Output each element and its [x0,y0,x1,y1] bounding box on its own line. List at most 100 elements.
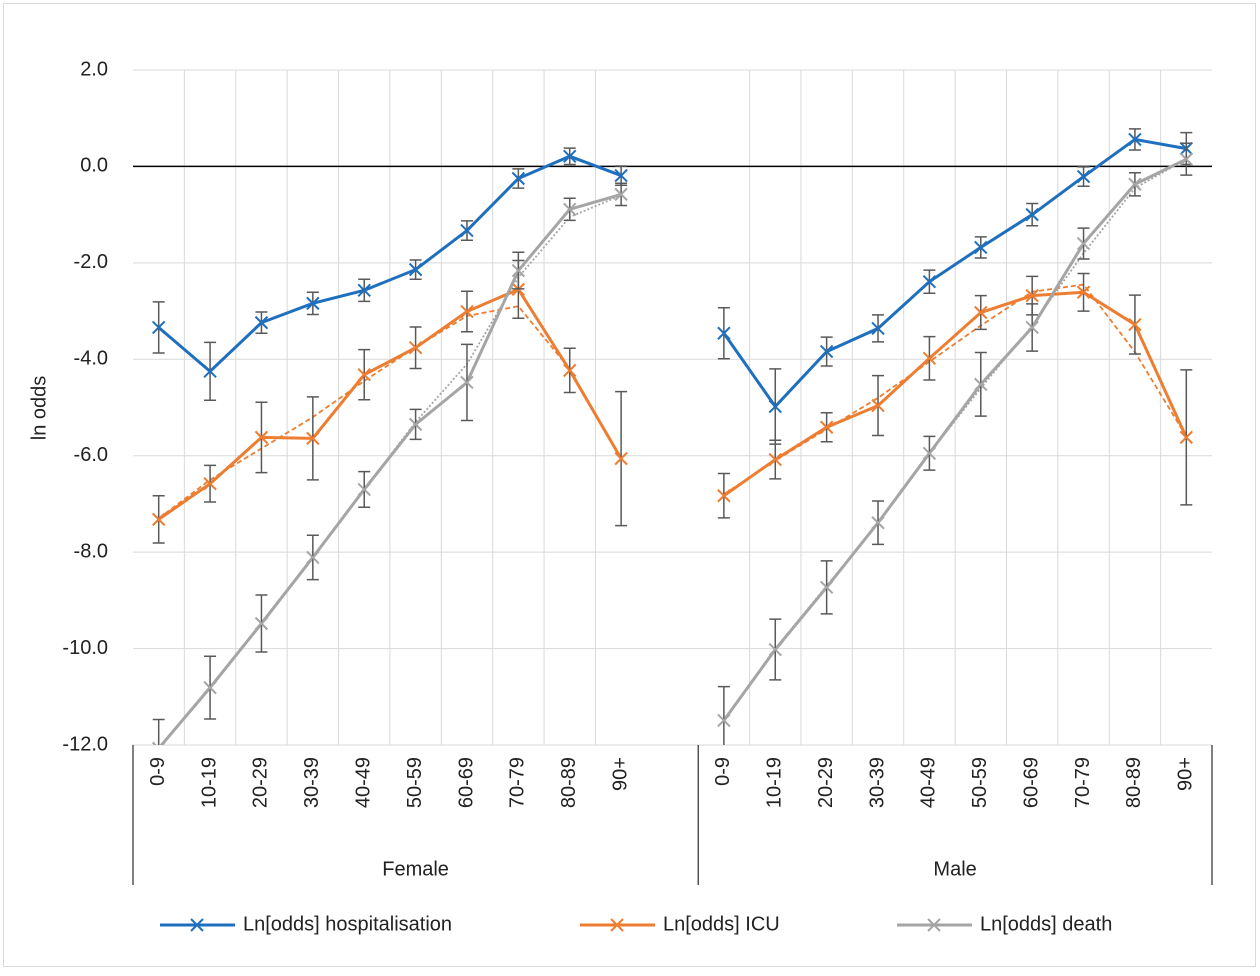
y-axis-label: ln odds [28,376,50,441]
marker [408,341,423,355]
marker [1128,177,1142,191]
marker [717,489,731,503]
marker [203,476,217,491]
x-tick-label: 70-79 [1072,757,1094,808]
x-tick-label: 10-19 [764,757,786,808]
x-tick-label: 20-29 [250,757,272,808]
marker [974,305,988,320]
marker [614,451,628,466]
marker [563,363,577,378]
marker [1128,317,1142,332]
marker [819,420,834,434]
marker [922,351,937,366]
marker [460,223,474,238]
legend-label: Ln[odds] death [980,913,1112,935]
marker [254,315,269,330]
marker [408,262,423,277]
x-tick-label: 0-9 [712,757,734,786]
series-line [159,157,1187,745]
marker [357,283,371,298]
group-label: Female [382,858,449,880]
y-tick-label: -4.0 [74,348,108,370]
marker [563,202,577,217]
legend-marker [927,918,941,932]
marker [1179,430,1194,445]
legend-label: Ln[odds] ICU [663,913,780,935]
marker [254,616,269,631]
x-tick-label: 30-39 [301,757,323,808]
marker [922,274,937,289]
marker [408,417,423,432]
chart-frame [3,3,1256,967]
marker [819,580,834,595]
marker [1128,132,1142,147]
marker [203,364,217,379]
marker [203,680,217,695]
y-tick-label: 2.0 [80,58,108,80]
marker [1025,288,1039,303]
x-tick-label: 30-39 [866,757,888,808]
marker [511,171,526,186]
y-tick-label: -10.0 [62,637,108,659]
marker [717,713,731,728]
marker [151,320,166,335]
marker [717,326,731,340]
marker [357,368,371,382]
marker [871,398,885,413]
marker [357,482,371,497]
series-line [157,287,1188,521]
marker [511,263,526,278]
legend-label: Ln[odds] hospitalisation [243,913,452,935]
x-tick-label: 80-89 [1123,757,1145,808]
x-tick-label: 60-69 [455,757,477,808]
x-tick-label: 60-69 [1020,757,1042,808]
marker [151,512,166,527]
x-tick-label: 90+ [609,757,631,791]
marker [614,168,628,183]
marker [563,149,577,164]
series-line [157,137,1187,409]
legend-marker [190,918,204,932]
x-tick-label: 20-29 [815,757,837,808]
x-tick-label: 10-19 [198,757,220,808]
y-tick-label: 0.0 [80,155,108,177]
marker [460,375,474,390]
x-tick-label: 80-89 [558,757,580,808]
marker [151,741,166,745]
y-tick-label: -6.0 [74,444,108,466]
legend-marker [610,918,624,932]
marker [819,344,834,359]
plot-area [151,128,1194,745]
marker [1179,152,1194,166]
marker [768,642,782,657]
x-tick-label: 90+ [1175,757,1197,791]
y-tick-label: -12.0 [62,733,108,755]
marker [306,296,320,311]
marker [871,321,885,336]
x-tick-label: 50-59 [969,757,991,808]
y-tick-label: -2.0 [74,251,108,273]
marker [871,516,885,530]
marker [614,187,628,202]
marker [460,304,474,319]
marker [1025,207,1039,222]
x-tick-label: 50-59 [404,757,426,808]
error-bar [152,718,165,745]
y-tick-label: -8.0 [74,540,108,562]
marker [1076,236,1091,251]
marker [1076,169,1091,184]
marker [1025,320,1039,335]
x-tick-label: 40-49 [352,757,374,808]
x-tick-label: 70-79 [507,757,529,808]
marker [306,431,320,446]
x-tick-label: 0-9 [147,757,169,786]
marker [974,240,988,255]
marker [768,452,782,467]
group-label: Male [933,858,976,880]
x-tick-label: 40-49 [918,757,940,808]
marker [306,550,320,565]
marker [974,377,988,392]
marker [1076,285,1091,299]
marker [254,430,269,445]
